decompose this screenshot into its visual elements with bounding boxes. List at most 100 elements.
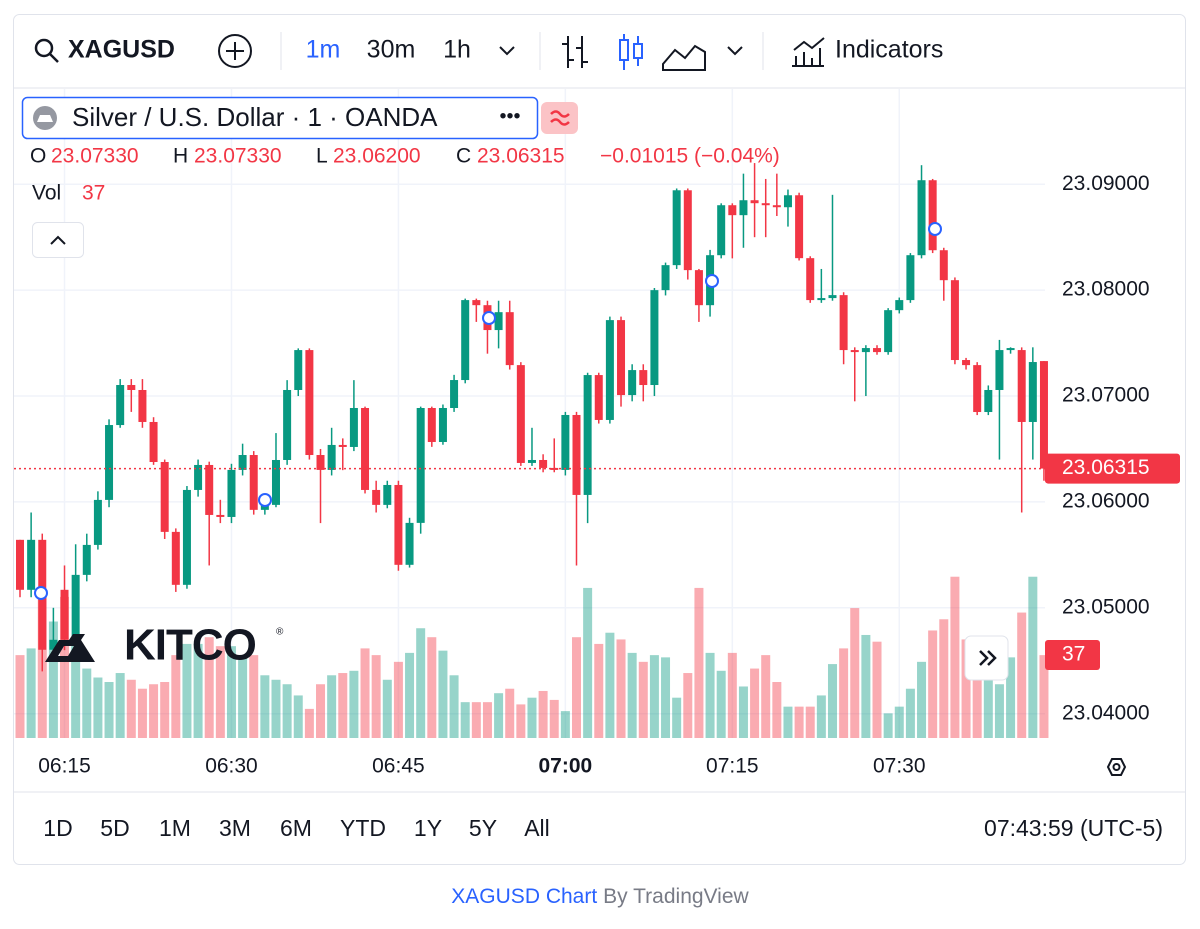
range-button[interactable]: 6M xyxy=(280,815,312,841)
candle-body xyxy=(438,407,447,442)
candle-body xyxy=(294,350,303,390)
volume-bar xyxy=(316,684,326,738)
volume-bar xyxy=(594,643,604,738)
volume-bar xyxy=(549,699,559,738)
plot: 06:15 06:30 06:45 07:00 07:15 07:30 23.04000 23… xyxy=(14,89,1180,778)
volume-bar xyxy=(917,661,927,738)
candle-body xyxy=(1028,362,1037,422)
bars-style[interactable] xyxy=(562,36,588,68)
range-button[interactable]: 1M xyxy=(159,815,191,841)
volume-bar xyxy=(149,684,159,738)
volume-bar xyxy=(783,706,793,738)
range-button[interactable]: All xyxy=(524,815,550,841)
volume-bar xyxy=(1028,576,1038,738)
x-tick-label: 06:15 xyxy=(38,755,91,778)
candle-body xyxy=(171,531,180,585)
volume-bar xyxy=(761,655,771,738)
candle-body xyxy=(605,320,614,420)
candle-body xyxy=(82,544,91,575)
candle-body xyxy=(216,514,225,517)
range-button[interactable]: 1Y xyxy=(414,815,442,841)
candle-body xyxy=(717,205,726,256)
range-button[interactable]: YTD xyxy=(340,815,386,841)
ohlc-key: L xyxy=(316,145,328,168)
ohlc-key: O xyxy=(30,145,46,168)
candle-body xyxy=(16,539,24,590)
y-tick-label: 23.08000 xyxy=(1062,278,1150,301)
volume-bar xyxy=(816,695,826,738)
interval[interactable]: 1m xyxy=(306,36,341,64)
area-style[interactable] xyxy=(662,44,706,71)
candle-body xyxy=(461,300,470,381)
volume-bar xyxy=(338,673,348,738)
symbol-search[interactable]: XAGUSD xyxy=(34,36,175,64)
candle-body xyxy=(739,200,748,216)
y-tick-label: 23.04000 xyxy=(1062,701,1150,724)
style-menu[interactable] xyxy=(727,46,743,56)
range-button[interactable]: 3M xyxy=(219,815,251,841)
candle-body xyxy=(138,389,147,422)
ohlc-value: 23.07330 xyxy=(51,145,139,168)
candle-body xyxy=(160,461,169,532)
candle-body xyxy=(71,574,80,640)
candle-body xyxy=(227,469,236,517)
search-icon xyxy=(49,53,59,63)
interval-menu[interactable] xyxy=(499,46,515,56)
volume-bar xyxy=(850,608,860,738)
volume-bar xyxy=(71,643,81,738)
candle-body xyxy=(105,425,114,500)
interval[interactable]: 1h xyxy=(443,36,471,64)
volume-bar xyxy=(427,637,437,738)
search-icon xyxy=(34,38,54,58)
candle-body xyxy=(617,320,626,396)
volume-bar xyxy=(382,679,392,738)
collapse-button[interactable] xyxy=(32,222,84,258)
candle-body xyxy=(194,464,203,490)
candle-body xyxy=(817,298,826,301)
range-button[interactable]: 5Y xyxy=(469,815,497,841)
interval[interactable]: 30m xyxy=(367,36,416,64)
volume-bar xyxy=(471,702,481,738)
candle-body xyxy=(450,380,459,408)
candle-body xyxy=(906,255,915,301)
market-status-icon xyxy=(550,110,570,126)
candle-body xyxy=(394,484,403,565)
candle-body xyxy=(405,522,414,565)
volume-bar xyxy=(482,702,492,738)
range-button[interactable]: 5D xyxy=(100,815,129,841)
candle-body xyxy=(49,639,58,650)
candles-style[interactable] xyxy=(619,34,643,70)
series-title-box[interactable] xyxy=(21,96,539,140)
candle-body xyxy=(383,484,392,505)
indicators-button[interactable]: Indicators xyxy=(792,36,943,67)
candle-body xyxy=(249,455,258,510)
settings-button[interactable] xyxy=(1106,758,1127,776)
volume-bar xyxy=(605,632,615,738)
candle-body xyxy=(572,414,581,495)
compare-button[interactable] xyxy=(218,34,252,68)
candle-body xyxy=(884,310,893,353)
volume-bar xyxy=(182,643,192,738)
volume-bar xyxy=(750,668,760,738)
volume-bar xyxy=(738,686,748,738)
volume-bar xyxy=(416,628,426,738)
volume-bar xyxy=(505,688,515,738)
candle-body xyxy=(505,312,514,366)
volume-bar xyxy=(983,661,993,738)
more-button[interactable]: ••• xyxy=(499,105,520,127)
volume-tag xyxy=(1045,640,1100,670)
volume-tag-label: 37 xyxy=(1062,643,1085,666)
footer: XAGUSD Chart By TradingView xyxy=(451,885,749,908)
market-status[interactable] xyxy=(541,102,578,134)
volume-bar xyxy=(839,648,849,738)
footer-link[interactable]: XAGUSD Chart xyxy=(451,885,597,908)
candle-body xyxy=(127,385,136,390)
range-button[interactable]: 1D xyxy=(43,815,72,841)
candle-body xyxy=(427,407,436,442)
y-tick-label: 23.06000 xyxy=(1062,489,1150,512)
volume-bar xyxy=(616,639,626,738)
volume-bar xyxy=(282,684,292,738)
candle-body xyxy=(683,190,692,271)
volume-bar xyxy=(15,655,25,738)
